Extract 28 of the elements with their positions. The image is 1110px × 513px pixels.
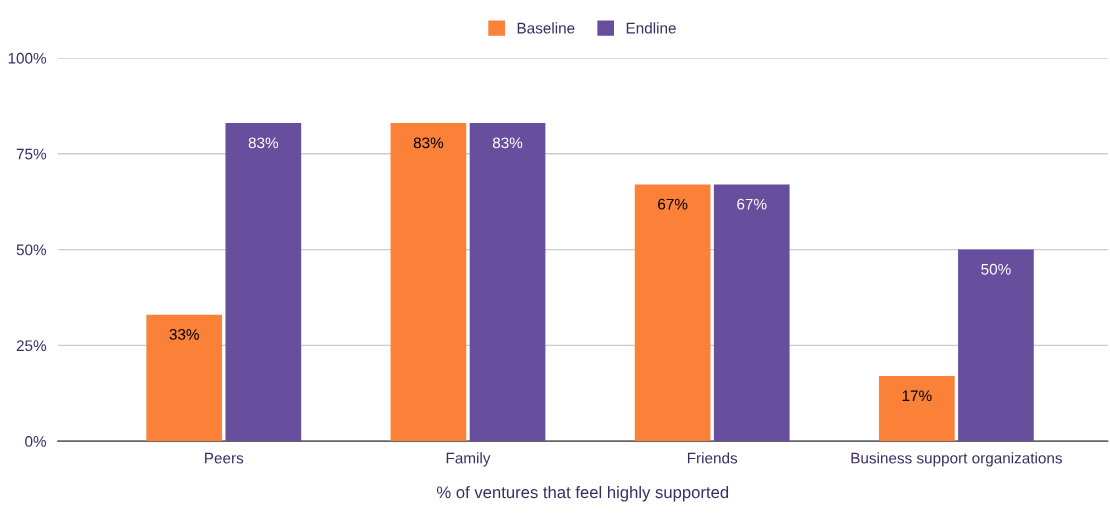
data-label: 50% [981,263,1011,275]
y-tick-label: 0% [25,436,47,447]
x-axis-title: % of ventures that feel highly supported [436,485,729,502]
bar [146,314,223,442]
y-tick-label: 50% [16,244,47,256]
data-label: 33% [169,329,199,340]
data-label: 67% [737,198,767,210]
y-tick-label: 75% [16,148,47,160]
y-tick-label: 100% [8,52,47,64]
x-tick-label: Friends [687,452,738,464]
bar [225,123,302,442]
bar [469,123,546,442]
data-label: 83% [492,137,523,149]
legend-label: Baseline [517,22,575,34]
data-label: 83% [248,137,279,149]
x-tick-label: Family [446,452,491,467]
x-tick-label: Peers [205,452,244,464]
data-label: 83% [413,137,444,149]
bar [958,249,1034,442]
legend-label: Endline [626,22,676,34]
data-label: 17% [902,390,932,402]
data-label: 67% [658,198,688,210]
bar [713,184,790,442]
x-tick-label: Business support organizations [851,452,1062,467]
bar [634,184,711,442]
bar [390,123,467,442]
bar [878,376,955,442]
y-tick-label: 25% [16,340,47,352]
